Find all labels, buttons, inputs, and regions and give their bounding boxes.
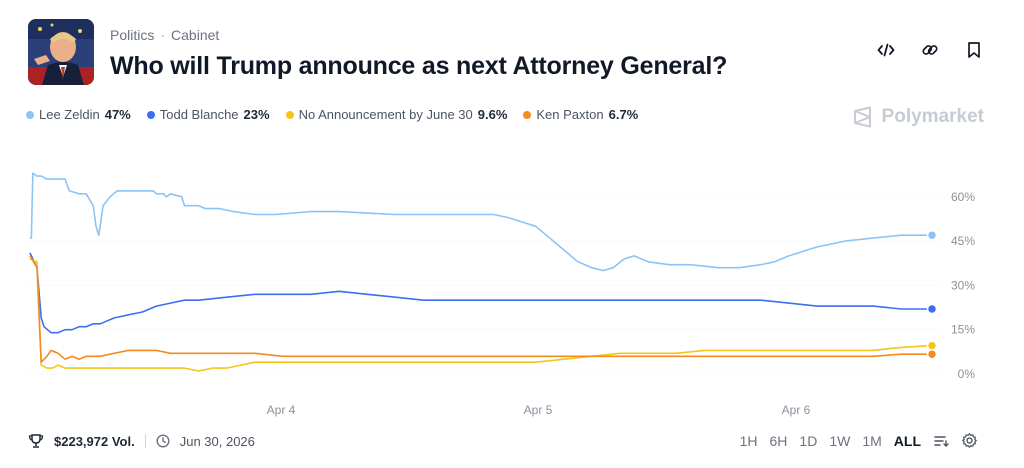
y-tick-label: 15% <box>951 323 975 337</box>
end-date-text: Jun 30, 2026 <box>179 433 255 449</box>
chart-endpoints <box>926 229 938 360</box>
bookmark-button[interactable] <box>964 40 984 60</box>
legend-dot <box>523 110 532 119</box>
x-tick-label: Apr 4 <box>267 403 296 417</box>
time-range-selector: 1H 6H 1D 1W 1M ALL <box>740 432 978 449</box>
legend-item-lee-zeldin[interactable]: Lee Zeldin 47% <box>26 107 131 122</box>
volume-text: $223,972 Vol. <box>54 433 135 449</box>
market-thumbnail <box>28 19 94 85</box>
range-1d-button[interactable]: 1D <box>799 432 818 449</box>
breadcrumb-separator: · <box>160 27 166 43</box>
y-tick-label: 0% <box>958 367 976 381</box>
range-1m-button[interactable]: 1M <box>862 432 882 449</box>
range-6h-button[interactable]: 6H <box>769 432 788 449</box>
breadcrumb: Politics · Cabinet <box>110 27 219 43</box>
embed-code-button[interactable] <box>876 40 896 60</box>
range-1w-button[interactable]: 1W <box>829 432 851 449</box>
price-history-chart[interactable]: 60% 45% 30% 15% 0% Apr 4 Apr 5 Apr 6 <box>0 150 1024 430</box>
polymarket-logo-icon <box>853 106 871 128</box>
legend-percent: 9.6% <box>477 107 508 122</box>
filter-lines-icon[interactable] <box>933 433 949 449</box>
link-icon <box>922 45 938 55</box>
range-all-button[interactable]: ALL <box>893 432 921 449</box>
y-axis-labels: 60% 45% 30% 15% 0% <box>951 190 975 381</box>
code-icon <box>877 43 895 57</box>
legend-item-ken-paxton[interactable]: Ken Paxton 6.7% <box>523 107 638 122</box>
market-footer: $223,972 Vol. Jun 30, 2026 <box>28 433 255 449</box>
series-line-ken-paxton <box>29 255 932 363</box>
y-tick-label: 60% <box>951 190 975 204</box>
x-tick-label: Apr 6 <box>782 403 811 417</box>
x-tick-label: Apr 5 <box>524 403 553 417</box>
market-title: Who will Trump announce as next Attorney… <box>110 52 728 80</box>
market-image <box>28 19 94 85</box>
polymarket-watermark: Polymarket <box>852 106 984 128</box>
legend-item-no-announcement[interactable]: No Announcement by June 30 9.6% <box>285 107 508 122</box>
legend-percent: 23% <box>243 107 270 122</box>
chart-gridlines <box>30 196 940 375</box>
action-bar <box>876 40 984 60</box>
range-1h-button[interactable]: 1H <box>739 432 758 449</box>
legend-percent: 6.7% <box>608 107 639 122</box>
legend-label: Todd Blanche <box>159 107 239 122</box>
settings-gear-icon[interactable] <box>961 432 978 449</box>
y-tick-label: 45% <box>951 234 975 248</box>
series-line-lee-zeldin <box>30 172 932 272</box>
legend-label: No Announcement by June 30 <box>298 107 473 122</box>
legend-dot <box>146 110 155 119</box>
series-line-no-announcement-by-june-30 <box>29 258 933 372</box>
series-line-todd-blanche <box>29 252 932 334</box>
copy-link-button[interactable] <box>920 40 940 60</box>
chart-series <box>29 172 933 372</box>
series-endpoint-todd-blanche <box>926 303 938 315</box>
breadcrumb-politics[interactable]: Politics <box>110 27 155 43</box>
trophy-icon <box>28 434 44 448</box>
brand-name: Polymarket <box>881 106 984 127</box>
legend-dot <box>26 110 34 119</box>
breadcrumb-cabinet[interactable]: Cabinet <box>171 27 220 43</box>
series-endpoint-ken-paxton <box>926 348 938 360</box>
legend-label: Lee Zeldin <box>39 107 100 122</box>
series-endpoint-lee-zeldin <box>926 229 938 241</box>
legend-item-todd-blanche[interactable]: Todd Blanche 23% <box>146 107 270 122</box>
x-axis-labels: Apr 4 Apr 5 Apr 6 <box>267 403 811 417</box>
footer-divider <box>144 434 146 448</box>
legend-percent: 47% <box>104 107 131 122</box>
series-endpoint-no-announcement-by-june-30 <box>926 340 938 351</box>
chart-legend: Lee Zeldin 47% Todd Blanche 23% No Annou… <box>26 107 638 122</box>
y-tick-label: 30% <box>951 278 975 292</box>
bookmark-icon <box>968 42 980 58</box>
legend-label: Ken Paxton <box>536 107 604 122</box>
clock-icon <box>156 434 170 448</box>
legend-dot <box>285 110 294 119</box>
